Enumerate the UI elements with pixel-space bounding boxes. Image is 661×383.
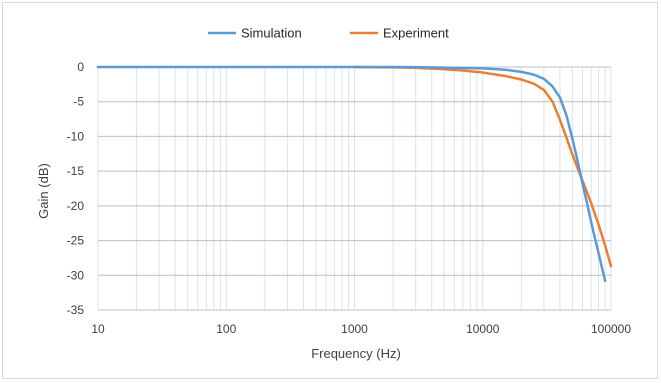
x-tick-label: 10000 <box>466 322 500 336</box>
y-tick-label: 0 <box>77 60 84 74</box>
y-tick-label: -30 <box>67 268 85 282</box>
y-axis-title: Gain (dB) <box>36 163 51 219</box>
y-tick-label: -20 <box>67 199 85 213</box>
series-line-simulation <box>96 65 607 283</box>
y-tick-label: -35 <box>67 303 85 317</box>
y-tick-label: -10 <box>67 129 85 143</box>
gain-frequency-chart: 0 -5 -10 -15 -20 -25 -30 -35 10 100 1000 10000 10000… <box>36 26 632 362</box>
x-tick-label: 100 <box>216 322 236 336</box>
chart-frame: 0 -5 -10 -15 -20 -25 -30 -35 10 100 1000 10000 10000… <box>2 2 658 379</box>
legend: Simulation Experiment <box>208 26 449 41</box>
y-tick-label: -25 <box>67 234 85 248</box>
legend-label-experiment: Experiment <box>383 26 449 41</box>
legend-label-simulation: Simulation <box>241 26 302 41</box>
series-line-experiment <box>353 65 613 268</box>
x-tick-label: 10 <box>91 322 105 336</box>
tick-labels: 0 -5 -10 -15 -20 -25 -30 -35 10 100 1000 10000 10000… <box>67 60 632 336</box>
series-lines <box>96 65 613 283</box>
y-tick-label: -5 <box>73 95 84 109</box>
x-axis-title: Frequency (Hz) <box>311 346 401 361</box>
x-tick-label: 100000 <box>591 322 631 336</box>
gridlines <box>97 67 612 310</box>
y-tick-label: -15 <box>67 164 85 178</box>
x-tick-label: 1000 <box>341 322 368 336</box>
